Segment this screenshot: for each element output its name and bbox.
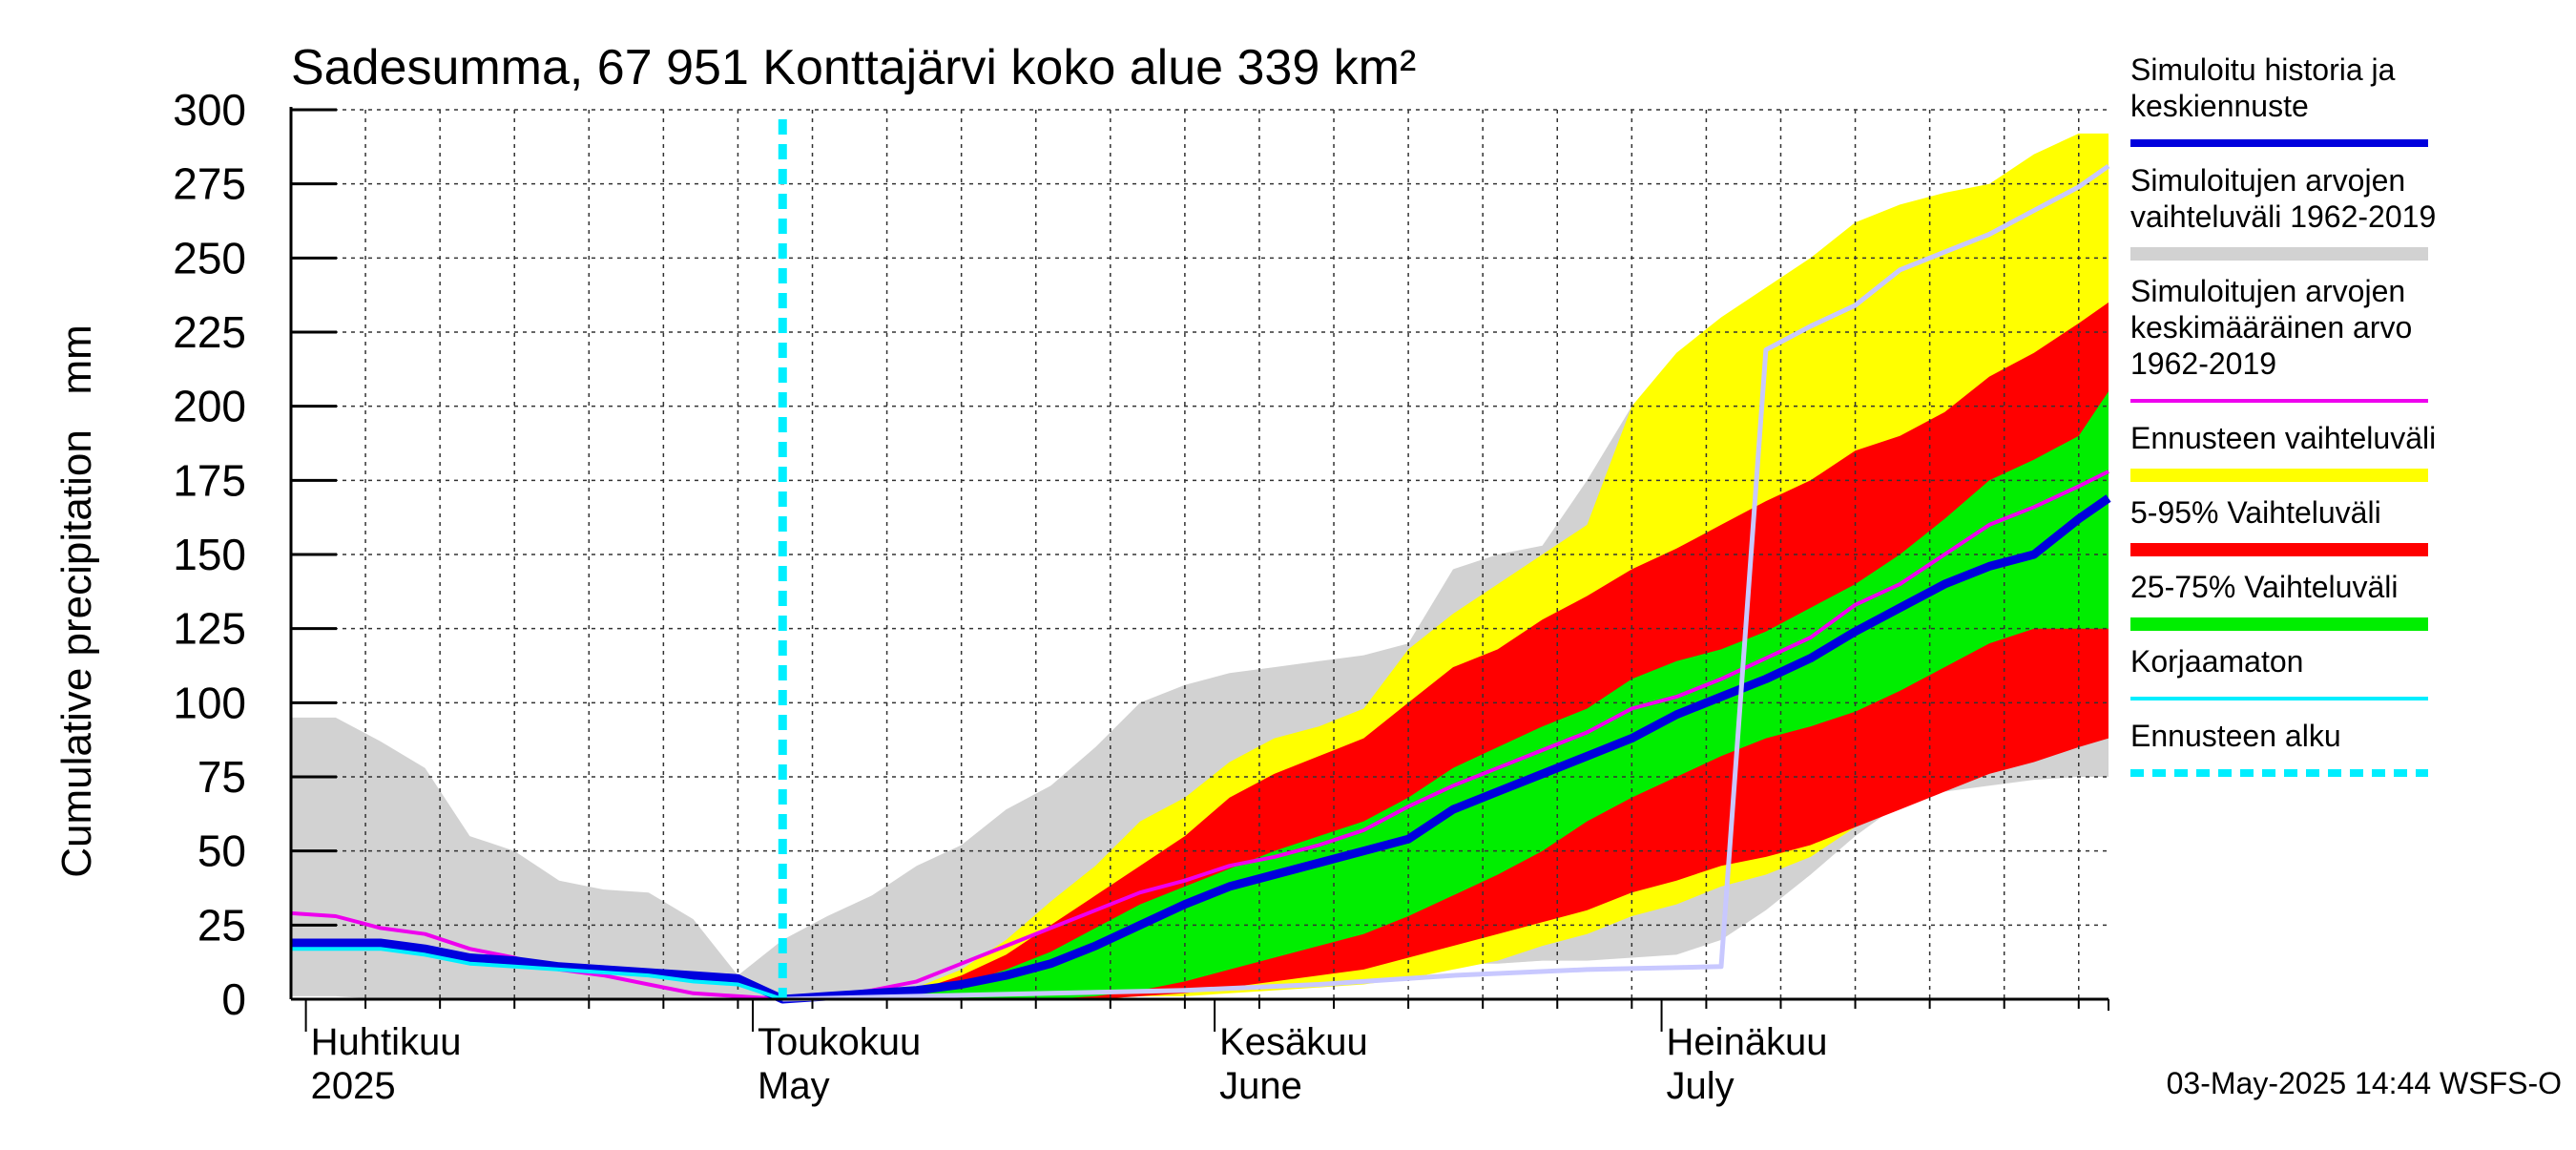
x-month-label-toukokuu: Toukokuu [758, 1021, 921, 1063]
legend-label: vaihteluväli 1962-2019 [2130, 199, 2436, 234]
y-tick-label-50: 50 [197, 826, 246, 876]
x-month-label-huhtikuu: Huhtikuu [311, 1021, 462, 1063]
line-simuloitu-vertailu [782, 163, 2110, 1002]
legend-item-5-95-vaihteluvali: 5-95% Vaihteluväli [2130, 495, 2428, 556]
band-25-75-vaihteluvali [782, 391, 2109, 1000]
line-simuloitu-historia-ja-keskiennuste [291, 494, 2111, 1004]
y-tick-label-25: 25 [197, 900, 246, 950]
grid-layer [291, 109, 2109, 1000]
chart-title: Sadesumma, 67 951 Konttajärvi koko alue … [291, 40, 1416, 95]
x-month-sublabel-july: July [1667, 1065, 1735, 1107]
legend-label: Korjaamaton [2130, 644, 2303, 679]
x-month-label-kesakuu: Kesäkuu [1219, 1021, 1368, 1063]
y-tick-label-150: 150 [173, 530, 246, 579]
legend-label: 5-95% Vaihteluväli [2130, 495, 2381, 530]
legend-swatch [2130, 247, 2428, 261]
axes-layer: 0 25 50 75 100 125 150 175 200 225 250 275 300 Huhtik… [173, 85, 2109, 1107]
legend-item-ennusteen-vaihteluvali: Ennusteen vaihteluväli [2130, 421, 2436, 482]
legend-label: Simuloitujen arvojen [2130, 163, 2405, 198]
line-korjaamaton [291, 947, 783, 1001]
legend: Simuloitu historia jakeskiennusteSimuloi… [2130, 52, 2436, 777]
x-month-sublabel-may: May [758, 1065, 830, 1107]
lines-layer [290, 119, 2111, 1004]
y-tick-label-175: 175 [173, 455, 246, 505]
legend-label: keskiennuste [2130, 89, 2309, 123]
y-tick-label-200: 200 [173, 382, 246, 431]
legend-swatch [2130, 617, 2428, 631]
legend-label: 1962-2019 [2130, 346, 2276, 381]
y-tick-label-100: 100 [173, 678, 246, 727]
legend-label: keskimääräinen arvo [2130, 310, 2412, 345]
y-tick-label-125: 125 [173, 604, 246, 654]
y-tick-label-275: 275 [173, 159, 246, 209]
legend-swatch [2130, 543, 2428, 556]
legend-item-korjaamaton: Korjaamaton [2130, 644, 2428, 700]
line-simuloitujen-arvojen-keskimaarainen-arvo-1962-2019 [290, 470, 2109, 1001]
x-month-sublabel-june: June [1219, 1065, 1302, 1107]
legend-label: Simuloitu historia ja [2130, 52, 2396, 87]
legend-label: Simuloitujen arvojen [2130, 274, 2405, 308]
bands-layer [291, 133, 2109, 1000]
y-tick-label-250: 250 [173, 233, 246, 282]
legend-label: Ennusteen alku [2130, 719, 2341, 753]
band-5-95-vaihteluvali [782, 302, 2109, 999]
footer-timestamp: 03-May-2025 14:44 WSFS-O [2167, 1066, 2562, 1100]
y-axis-label: Cumulative precipitation mm [53, 324, 100, 878]
y-tick-label-300: 300 [173, 85, 246, 135]
y-tick-label-75: 75 [197, 752, 246, 802]
legend-item-ennusteen-alku: Ennusteen alku [2130, 719, 2428, 777]
legend-item-25-75-vaihteluvali: 25-75% Vaihteluväli [2130, 570, 2428, 631]
y-tick-label-225: 225 [173, 307, 246, 357]
y-tick-label-0: 0 [221, 974, 246, 1024]
legend-label: 25-75% Vaihteluväli [2130, 570, 2398, 604]
legend-label: Ennusteen vaihteluväli [2130, 421, 2436, 455]
legend-swatch [2130, 469, 2428, 482]
x-month-label-heinakuu: Heinäkuu [1667, 1021, 1828, 1063]
x-month-sublabel-2025: 2025 [311, 1065, 396, 1107]
